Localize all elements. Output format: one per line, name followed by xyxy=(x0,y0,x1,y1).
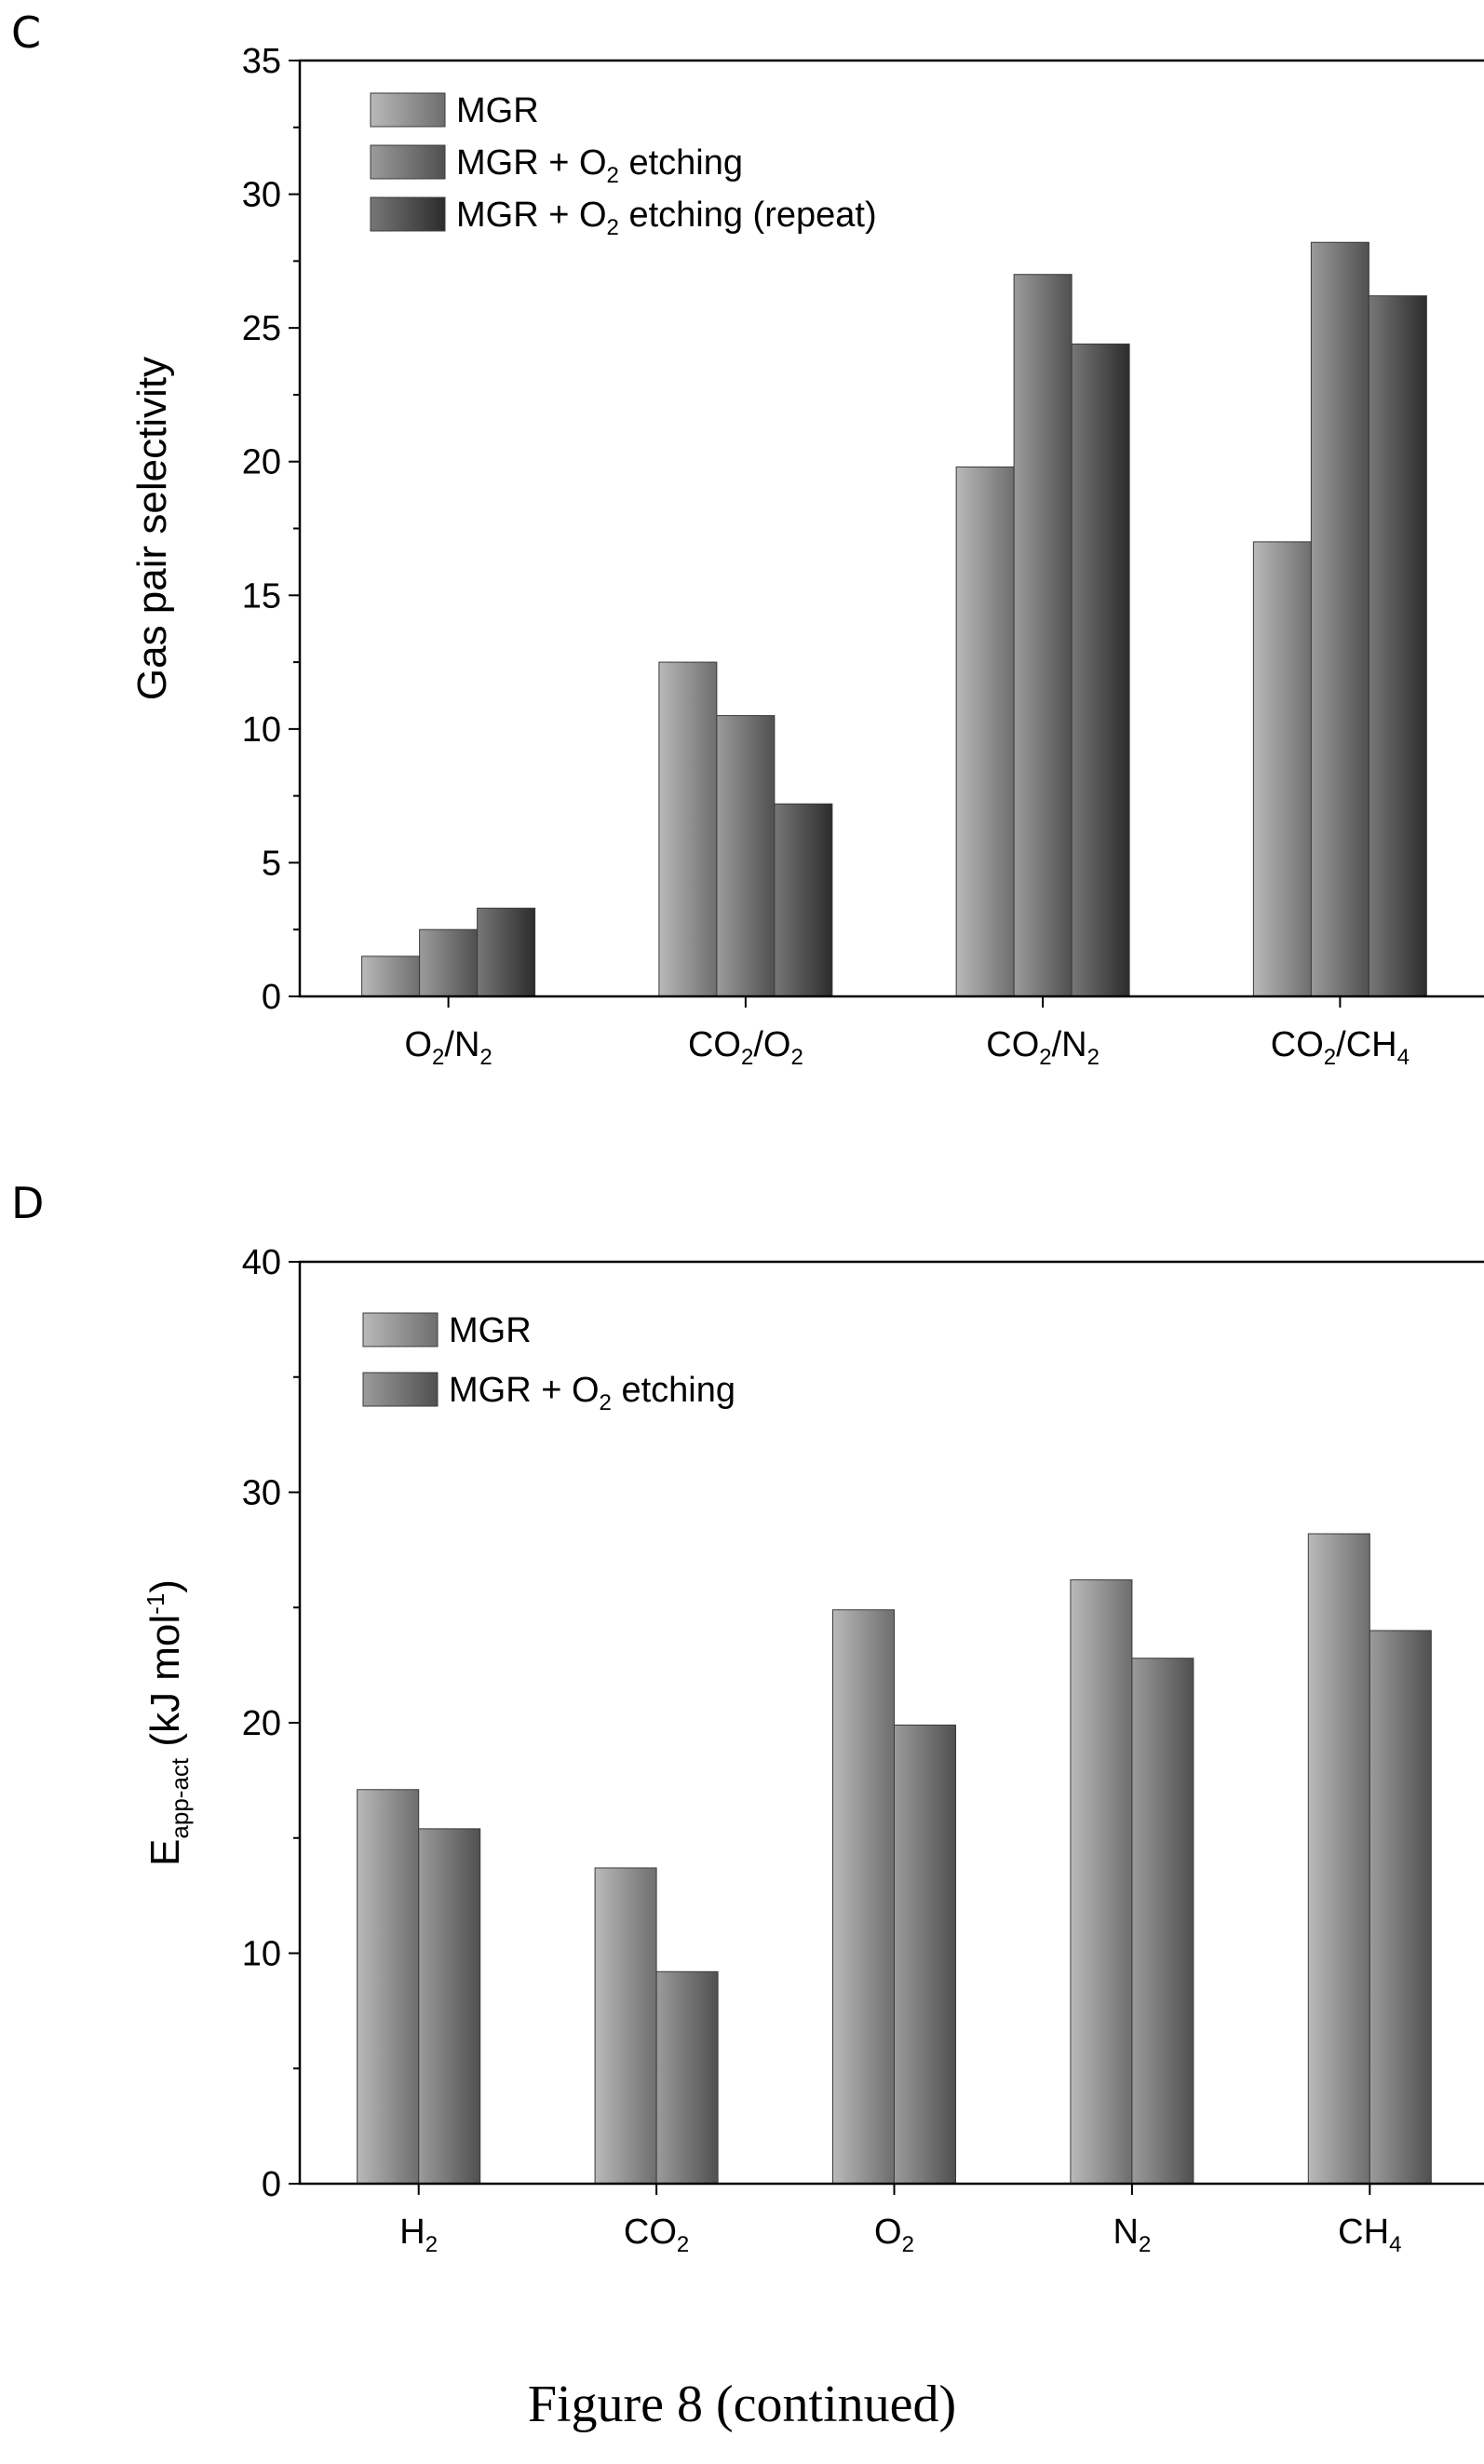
x-tick-label-4: CO2/CH4 xyxy=(1271,1025,1410,1070)
y-tick-label-2: 10 xyxy=(242,1935,281,1974)
chart-gas-pair-selectivity: O2/N2 CO2/O2 CO2/N2 CO2/CH4 0 5 10 15 20 25 30 35 Ga… xyxy=(0,0,1484,1099)
y-tick-label-5: 20 xyxy=(242,443,281,482)
bar-series2-cat3 xyxy=(895,1725,956,2184)
figure-caption: Figure 8 (continued) xyxy=(0,2375,1484,2434)
bar-series2-cat4 xyxy=(1132,1658,1194,2184)
bar-series1-cat2 xyxy=(595,1868,656,2184)
legend-swatch-2 xyxy=(371,145,445,179)
x-tick-label-1: O2/N2 xyxy=(404,1025,492,1070)
y-tick-label-4: 30 xyxy=(242,1474,281,1513)
legend-swatch-2 xyxy=(363,1373,438,1406)
bar-series2-cat4 xyxy=(1311,242,1369,996)
y-tick-label-2: 5 xyxy=(262,844,281,883)
bar-series3-cat4 xyxy=(1369,296,1426,996)
x-tick-label-5: CH4 xyxy=(1338,2213,1401,2257)
legend-label-3: MGR + O2 etching (repeat) xyxy=(456,196,877,240)
y-axis-label: Eapp-act (kJ mol-1) xyxy=(142,1579,194,1866)
bar-series2-cat1 xyxy=(420,929,478,996)
bar-series1-cat4 xyxy=(1071,1580,1132,2184)
legend-label-2: MGR + O2 etching xyxy=(449,1371,735,1415)
chart-activation-energy: H2 CO2 O2 N2 CH4 0 10 20 30 40 Eapp-act (kJ mol-1)… xyxy=(0,1201,1484,2347)
bar-series3-cat2 xyxy=(775,804,832,996)
bar-series2-cat1 xyxy=(419,1829,480,2184)
x-tick-label-3: O2 xyxy=(874,2213,914,2257)
x-tick-label-1: H2 xyxy=(399,2213,438,2257)
y-tick-label-7: 30 xyxy=(242,176,281,215)
bar-series2-cat5 xyxy=(1369,1631,1431,2184)
x-tick-label-3: CO2/N2 xyxy=(986,1025,1100,1070)
legend-swatch-3 xyxy=(371,197,445,231)
y-tick-label-5: 40 xyxy=(242,1243,281,1282)
bar-series1-cat1 xyxy=(362,956,420,996)
y-tick-label-4: 15 xyxy=(242,576,281,616)
bar-series2-cat2 xyxy=(656,1971,718,2184)
x-tick-label-2: CO2 xyxy=(624,2213,689,2257)
legend-label-1: MGR xyxy=(456,91,539,130)
bar-series3-cat3 xyxy=(1072,344,1129,996)
bar-series2-cat3 xyxy=(1014,275,1072,996)
bar-series1-cat5 xyxy=(1308,1534,1369,2184)
y-tick-label-6: 25 xyxy=(242,309,281,348)
x-tick-label-4: N2 xyxy=(1113,2213,1151,2257)
bar-series1-cat2 xyxy=(659,662,717,996)
y-tick-label-1: 0 xyxy=(262,978,281,1017)
y-tick-label-8: 35 xyxy=(242,42,281,81)
bar-series1-cat1 xyxy=(358,1790,419,2184)
legend-label-1: MGR xyxy=(449,1311,532,1350)
bar-series1-cat3 xyxy=(956,467,1014,996)
y-tick-label-3: 10 xyxy=(242,711,281,750)
bar-series1-cat3 xyxy=(833,1610,895,2184)
x-tick-label-2: CO2/O2 xyxy=(688,1025,803,1070)
y-axis-label: Gas pair selectivity xyxy=(129,357,175,700)
y-tick-label-1: 0 xyxy=(262,2165,281,2204)
bar-series1-cat4 xyxy=(1253,542,1311,996)
bar-series3-cat1 xyxy=(478,908,535,996)
legend-swatch-1 xyxy=(363,1313,438,1347)
legend-swatch-1 xyxy=(371,93,445,127)
bar-series2-cat2 xyxy=(717,716,775,997)
y-tick-label-3: 20 xyxy=(242,1704,281,1743)
legend-label-2: MGR + O2 etching xyxy=(456,143,743,188)
